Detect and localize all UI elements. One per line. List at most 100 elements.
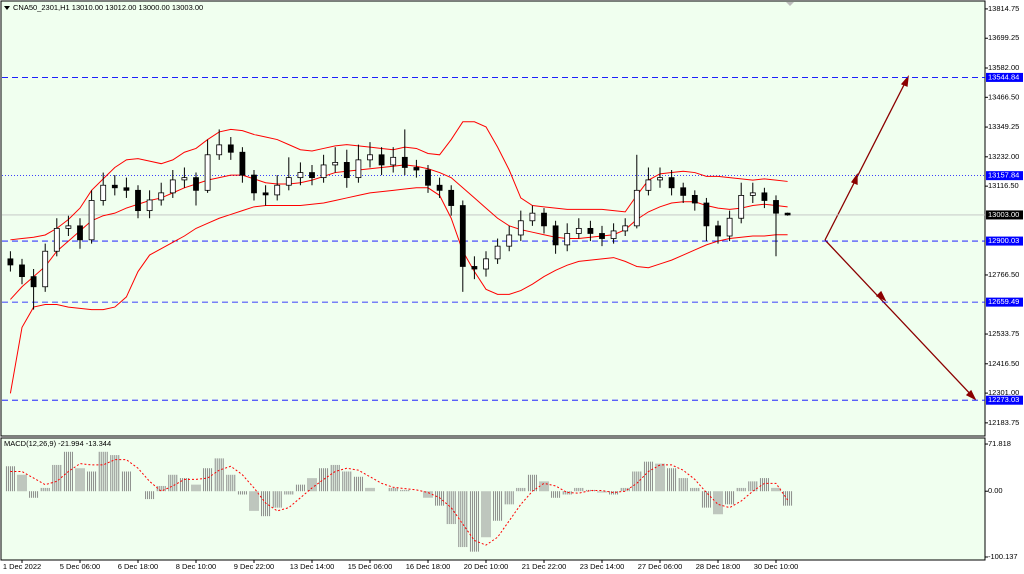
- x-tick-label: 23 Dec 14:00: [580, 562, 625, 571]
- candle-body: [204, 154, 211, 191]
- candle-body: [517, 220, 524, 236]
- y-tick-label: 13232.00: [988, 152, 1019, 161]
- candle-body: [633, 189, 640, 227]
- candle-body: [761, 192, 768, 201]
- level-label: 12900.03: [988, 236, 1019, 245]
- level-label-box: [986, 171, 1023, 181]
- candle-body: [564, 233, 571, 246]
- candle-body: [111, 184, 118, 189]
- candle-body: [262, 192, 269, 196]
- y-tick-label: 13349.25: [988, 122, 1019, 131]
- candle-body: [459, 205, 466, 267]
- candle-body: [332, 162, 339, 166]
- candle-body: [691, 194, 698, 204]
- candle-body: [506, 234, 513, 247]
- candle-body: [657, 177, 663, 181]
- y-tick-label: 12183.75: [988, 418, 1019, 427]
- last-price-label: 13003.00: [988, 210, 1019, 219]
- x-tick-label: 20 Dec 10:00: [464, 562, 509, 571]
- x-tick-label: 16 Dec 18:00: [406, 562, 451, 571]
- x-tick-label: 5 Dec 06:00: [60, 562, 100, 571]
- x-tick-label: 1 Dec 2022: [3, 562, 41, 571]
- y-tick-label: 0.00: [988, 486, 1003, 495]
- y-tick-label: -100.137: [988, 552, 1018, 561]
- candle-body: [622, 225, 629, 232]
- candle-body: [65, 225, 72, 229]
- macd-title: MACD(12,26,9) -21.994 -13.344: [4, 439, 111, 448]
- x-tick-label: 13 Dec 14:00: [290, 562, 335, 571]
- y-tick-label: 13699.25: [988, 33, 1019, 42]
- level-label: 12659.49: [988, 297, 1019, 306]
- shift-marker: [786, 2, 794, 6]
- candle-body: [19, 264, 25, 278]
- arrow-head: [965, 389, 977, 401]
- candle-body: [668, 177, 675, 189]
- candle-body: [30, 276, 37, 288]
- candle-body: [378, 154, 385, 166]
- candle-body: [726, 217, 733, 237]
- y-tick-label: 71.818: [988, 439, 1011, 448]
- lower-band: [9, 187, 788, 394]
- candle-body: [135, 189, 141, 212]
- y-tick-label: 13116.50: [988, 181, 1019, 190]
- candle-body: [680, 187, 687, 196]
- candle-body: [216, 144, 223, 156]
- candle-body: [42, 250, 49, 288]
- candle-body: [320, 164, 327, 179]
- candle-body: [529, 212, 536, 222]
- candle-body: [784, 212, 791, 216]
- candle-body: [552, 225, 559, 246]
- symbol-title: CNA50_2301,H1 13010.00 13012.00 13000.00…: [13, 3, 203, 12]
- candle-body: [309, 172, 315, 179]
- arrow-down: [824, 239, 976, 400]
- candle-body: [297, 172, 304, 179]
- x-tick-label: 30 Dec 10:00: [754, 562, 799, 571]
- candle-body: [494, 245, 501, 260]
- candle-body: [100, 184, 107, 201]
- candle-body: [158, 192, 165, 201]
- arrow-head: [900, 74, 909, 87]
- candle-body: [343, 162, 350, 179]
- candle-body: [146, 199, 153, 212]
- candle-body: [703, 202, 710, 227]
- candle-body: [53, 227, 60, 252]
- candle-body: [390, 156, 397, 166]
- candle-body: [738, 194, 745, 219]
- level-label-box: [986, 297, 1023, 307]
- candle-body: [471, 266, 478, 270]
- candle-body: [227, 144, 234, 153]
- candle-body: [239, 151, 246, 176]
- candle-body: [169, 179, 176, 194]
- x-tick-label: 15 Dec 06:00: [348, 562, 393, 571]
- x-tick-label: 8 Dec 10:00: [176, 562, 216, 571]
- candle-body: [355, 159, 362, 179]
- symbol-dropdown[interactable]: [4, 6, 10, 10]
- y-tick-label: 12301.00: [988, 388, 1019, 397]
- main-panel: [0, 0, 986, 437]
- trend-arrows: [824, 74, 977, 401]
- candle-body: [285, 177, 292, 186]
- candle-body: [77, 225, 83, 241]
- candle-body: [401, 156, 408, 168]
- arrow-head: [875, 290, 887, 302]
- candle-body: [599, 233, 605, 239]
- candle-body: [436, 184, 443, 191]
- last-price-box: [986, 210, 1023, 220]
- candle-body: [251, 174, 257, 194]
- x-tick-label: 6 Dec 18:00: [118, 562, 158, 571]
- level-label: 12273.03: [988, 395, 1019, 404]
- y-tick-label: 13466.50: [988, 92, 1019, 101]
- candle-body: [610, 230, 617, 239]
- candle-body: [88, 200, 95, 241]
- macd-panel: [0, 437, 986, 561]
- candle-body: [483, 258, 489, 270]
- level-label: 13544.84: [988, 72, 1019, 81]
- arrow-up: [824, 76, 909, 241]
- candle-body: [541, 212, 547, 227]
- candle-body: [274, 184, 281, 196]
- candle-body: [715, 225, 721, 237]
- level-label: 13157.84: [988, 171, 1019, 180]
- candle-body: [413, 167, 420, 171]
- candle-body: [367, 154, 373, 161]
